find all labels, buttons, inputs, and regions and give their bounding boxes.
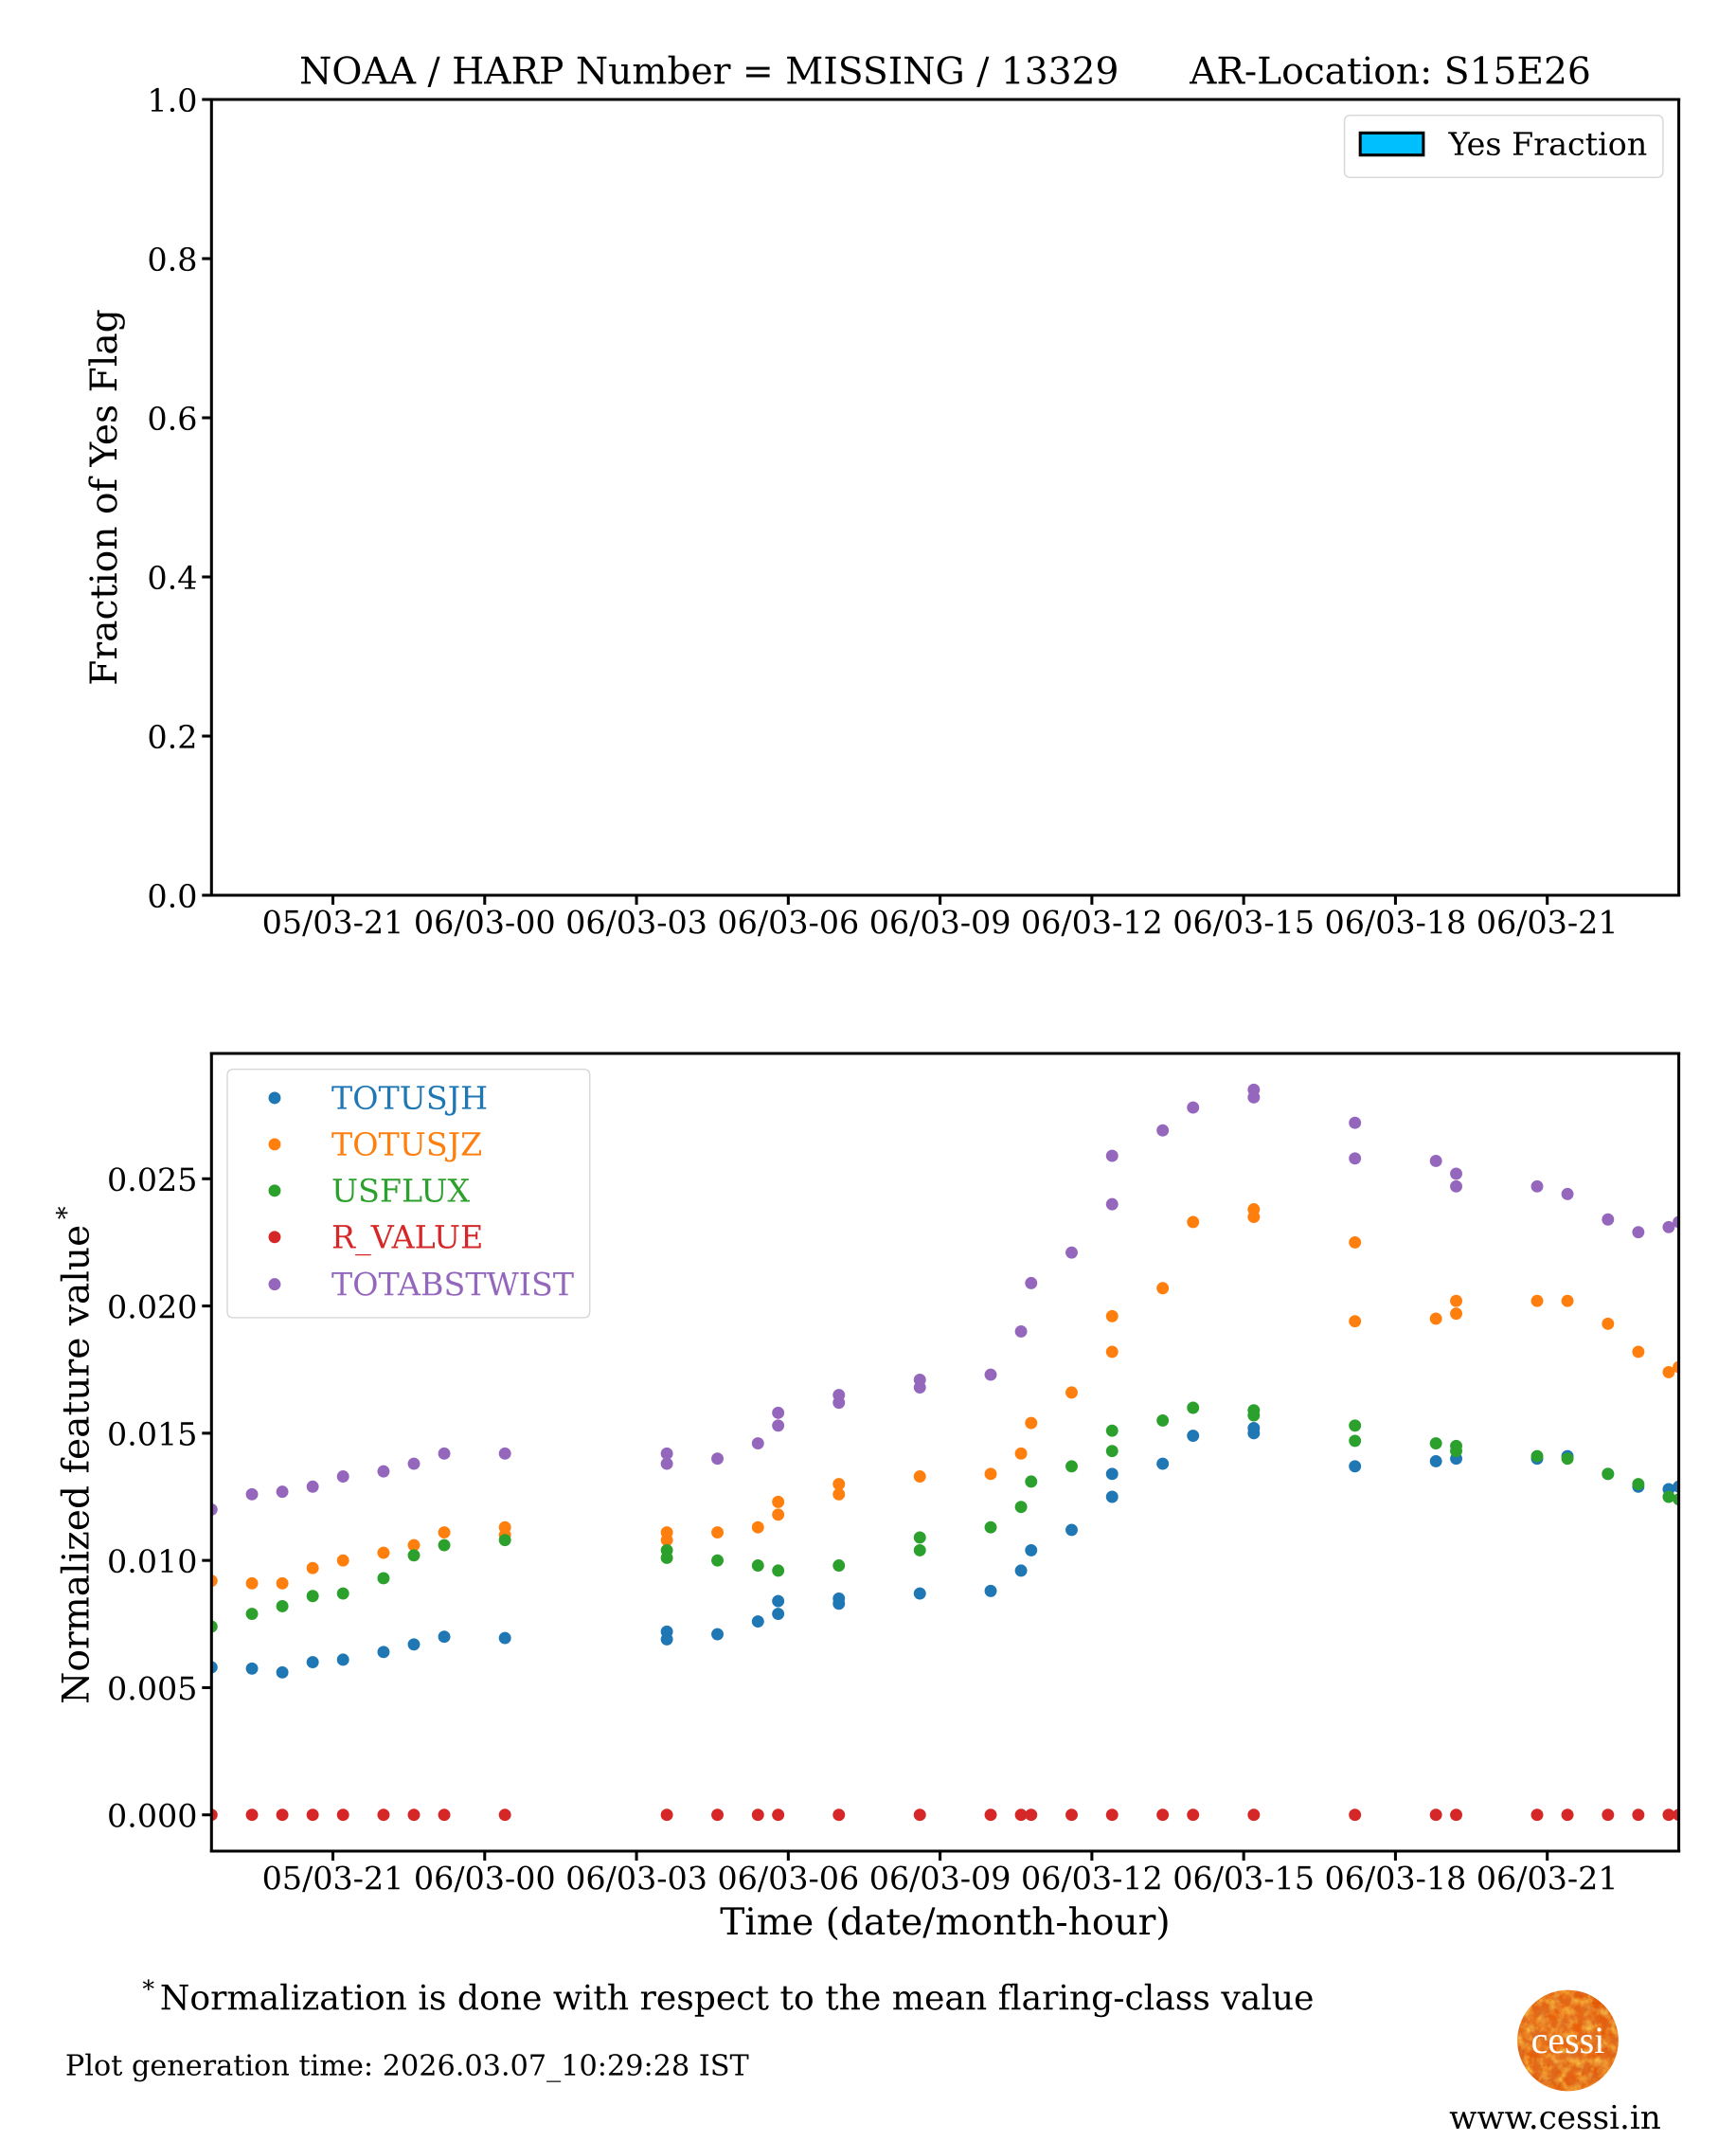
svg-text:cessi: cessi — [1531, 2019, 1605, 2061]
